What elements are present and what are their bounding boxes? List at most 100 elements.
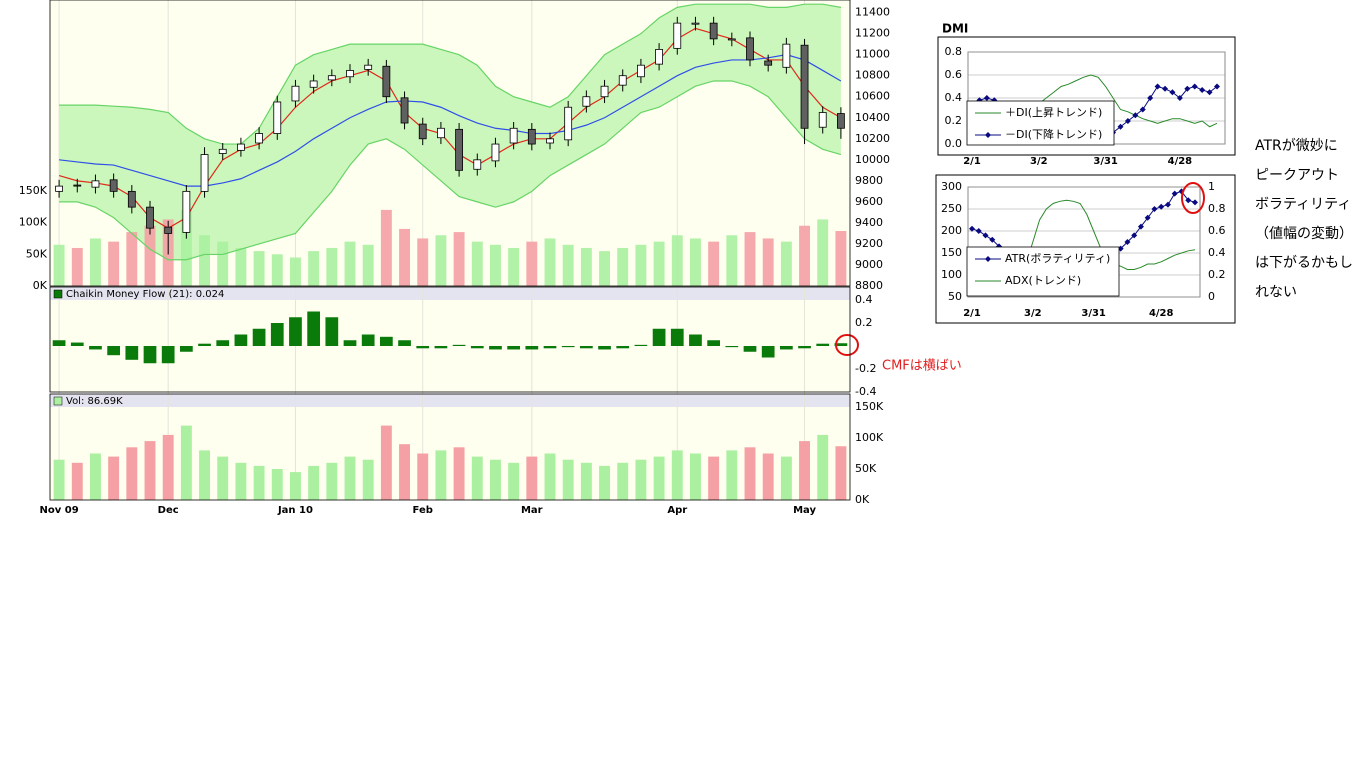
candle-body	[564, 106, 573, 141]
legend-label: ＋DI(上昇トレンド)	[1005, 106, 1102, 119]
y-tick-label: 200	[941, 224, 962, 237]
cmf-bar	[634, 344, 648, 346]
volume-bar	[617, 462, 629, 500]
y-tick-label: 9000	[855, 258, 883, 271]
series-marker	[1151, 206, 1158, 212]
y-tick-label: -0.2	[855, 362, 876, 375]
candle-body	[673, 22, 682, 49]
volume-overlay-bar	[471, 241, 483, 286]
cmf-bar	[252, 328, 266, 346]
x-tick-label: 3/31	[1081, 308, 1106, 319]
volume-bar	[744, 447, 756, 500]
cmf-bar	[816, 343, 830, 346]
y-tick-label: 9600	[855, 195, 883, 208]
y-tick-label: 0.0	[945, 137, 963, 150]
series-marker	[1206, 89, 1213, 96]
volume-bar	[71, 462, 83, 500]
cmf-bar	[216, 340, 230, 346]
series-marker	[989, 236, 996, 243]
volume-overlay-bar	[835, 231, 847, 286]
volume-bar	[417, 453, 429, 500]
y2-tick-label: 0.6	[1208, 224, 1226, 237]
volume-overlay-bar	[253, 251, 265, 286]
cmf-bar	[70, 342, 84, 346]
candle-body	[146, 206, 154, 229]
candle-body	[655, 49, 663, 65]
y-tick-label: 10800	[855, 69, 890, 82]
candle-body	[237, 143, 245, 151]
volume-bar	[780, 456, 792, 500]
volume-overlay-bar	[780, 241, 792, 286]
volume-bar	[508, 462, 520, 500]
volume-bar	[253, 465, 265, 500]
candle-body	[73, 184, 82, 187]
cmf-bar	[761, 346, 775, 358]
candle-body	[637, 64, 645, 78]
y-tick-label: 10400	[855, 111, 890, 124]
y-tick-label: 0K	[855, 493, 870, 506]
series-marker	[1162, 85, 1169, 92]
legend-label: ATR(ボラティリティ)	[1005, 252, 1110, 265]
candle-body	[91, 180, 100, 188]
volume-overlay-bar	[799, 225, 810, 286]
candle-body	[527, 128, 536, 145]
candle-body	[400, 97, 409, 124]
volume-bar	[217, 456, 229, 500]
cmf-header	[50, 287, 850, 300]
y-tick-label: 8800	[855, 279, 883, 292]
volume-bar	[144, 441, 156, 500]
candle-body	[473, 159, 482, 170]
volume-bar	[599, 465, 610, 500]
volume-bar	[490, 459, 501, 500]
y-tick-label: 0.2	[945, 114, 963, 127]
x-tick-label: 4/28	[1168, 156, 1193, 167]
note-line: ATRが微妙に	[1255, 138, 1338, 154]
cmf-bar	[543, 346, 557, 349]
volume-overlay-bar	[326, 247, 338, 286]
candle-body	[109, 179, 118, 192]
note-line: れない	[1255, 285, 1297, 301]
cmf-bar	[125, 346, 139, 360]
candle-body	[709, 22, 718, 40]
x-tick-label: Mar	[521, 505, 543, 516]
volume-overlay-bar	[762, 238, 774, 286]
y-tick-label: 300	[941, 180, 962, 193]
note-line: ピークアウト	[1255, 167, 1339, 183]
volume-overlay-bar	[671, 235, 683, 286]
legend-swatch	[53, 396, 63, 406]
y-tick-label: 100	[941, 268, 962, 281]
series-marker	[1132, 112, 1139, 119]
cmf-bar	[143, 346, 157, 364]
y-tick-label: 10600	[855, 90, 890, 103]
series-marker	[1124, 118, 1131, 124]
volume-bar	[162, 434, 174, 500]
cmf-bar	[689, 334, 702, 346]
volume-bar	[435, 450, 447, 500]
series-marker	[1117, 123, 1124, 130]
cmf-bar	[652, 328, 666, 346]
volume-overlay-bar	[562, 244, 574, 286]
volume-bar	[108, 456, 120, 500]
volume-overlay-bar	[453, 232, 465, 286]
volume-bar	[308, 465, 320, 500]
volume-header	[50, 394, 850, 407]
y-tick-label: -0.4	[855, 385, 876, 398]
volume-bar	[271, 469, 283, 500]
cmf-bar	[434, 346, 448, 349]
volume-overlay-bar	[380, 209, 392, 286]
x-tick-label: 2/1	[963, 308, 981, 319]
series-marker	[1191, 83, 1198, 90]
volume-overlay-bar	[544, 238, 556, 286]
series-marker	[983, 95, 990, 101]
legend-marker	[985, 256, 991, 262]
y-tick-label: 250	[941, 202, 962, 215]
dmi-title: DMI	[942, 22, 968, 36]
volume-bar	[399, 444, 410, 500]
y2-tick-label: 1	[1208, 180, 1215, 193]
volume-overlay-bar	[53, 244, 65, 286]
series-marker	[1124, 239, 1131, 245]
y-tick-label: 9800	[855, 174, 883, 187]
cmf-bar	[107, 346, 120, 356]
cmf-bar	[470, 346, 484, 349]
cmf-bar	[361, 334, 375, 346]
